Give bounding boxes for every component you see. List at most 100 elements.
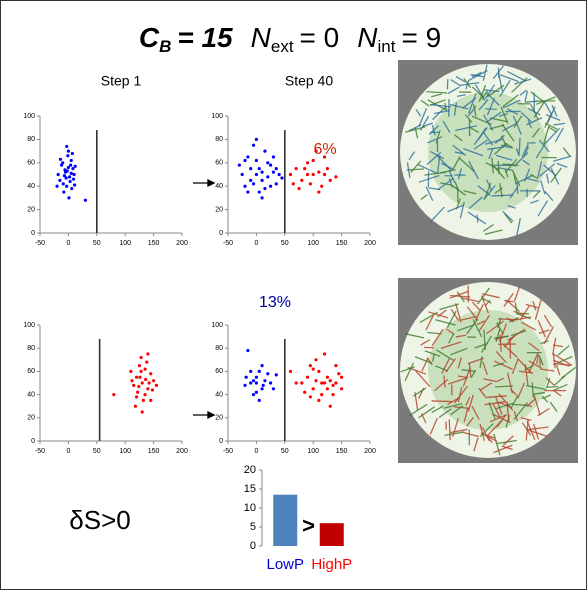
point <box>147 381 150 384</box>
point <box>255 173 258 176</box>
y-tick-label: 20 <box>215 415 223 422</box>
ext-symbol: N <box>251 22 272 53</box>
y-tick-label: 20 <box>27 415 35 422</box>
point <box>312 159 315 162</box>
point <box>275 182 278 185</box>
point <box>263 150 266 153</box>
y-tick-label: 20 <box>244 464 256 476</box>
y-tick-label: 10 <box>244 502 256 514</box>
point <box>272 171 275 174</box>
point <box>260 196 263 199</box>
point <box>303 391 306 394</box>
y-tick-label: 80 <box>215 345 223 352</box>
category-label: LowP <box>266 556 304 573</box>
y-tick-label: 0 <box>219 230 223 237</box>
point <box>320 381 323 384</box>
point <box>155 384 158 387</box>
cb-symbol: C <box>139 22 160 53</box>
chart-title: Step 40 <box>285 73 333 89</box>
point <box>146 352 149 355</box>
bar <box>273 495 297 546</box>
point <box>249 179 252 182</box>
point <box>255 376 258 379</box>
rod <box>432 401 452 402</box>
int-sub: int <box>377 37 395 56</box>
x-tick-label: 200 <box>364 240 376 247</box>
point <box>143 393 146 396</box>
point <box>149 372 152 375</box>
point <box>67 150 70 153</box>
point <box>258 190 261 193</box>
point <box>269 185 272 188</box>
point <box>252 379 255 382</box>
point <box>334 381 337 384</box>
point <box>306 161 309 164</box>
point <box>340 387 343 390</box>
point <box>67 196 70 199</box>
x-tick-label: 150 <box>148 240 160 247</box>
point <box>72 173 75 176</box>
note: δS>0 <box>69 505 130 535</box>
point <box>136 391 139 394</box>
point <box>246 155 249 158</box>
point <box>312 173 315 176</box>
point <box>312 367 315 370</box>
point <box>130 379 133 382</box>
point <box>72 178 75 181</box>
point <box>252 393 255 396</box>
y-tick-label: 0 <box>31 230 35 237</box>
point <box>303 167 306 170</box>
point <box>152 379 155 382</box>
point <box>243 185 246 188</box>
point <box>71 152 74 155</box>
point <box>263 187 266 190</box>
y-tick-label: 60 <box>27 160 35 167</box>
figure: CB= 15Next= 0Nint= 9 δS>0 020406080100-5… <box>0 0 587 590</box>
point <box>142 399 145 402</box>
x-tick-label: 50 <box>93 240 101 247</box>
point <box>69 180 72 183</box>
point <box>275 167 278 170</box>
x-tick-label: -50 <box>35 240 45 247</box>
point <box>297 187 300 190</box>
point <box>317 399 320 402</box>
x-tick-label: 100 <box>119 448 131 455</box>
point <box>266 372 269 375</box>
x-tick-label: 100 <box>119 240 131 247</box>
point <box>295 381 298 384</box>
point <box>262 384 265 387</box>
y-tick-label: 40 <box>215 391 223 398</box>
int-value: = 9 <box>401 22 441 53</box>
point <box>266 161 269 164</box>
point <box>249 167 252 170</box>
point <box>266 175 269 178</box>
point <box>258 370 261 373</box>
point <box>65 145 68 148</box>
point <box>329 179 332 182</box>
point <box>306 376 309 379</box>
y-tick-label: 100 <box>23 322 35 329</box>
y-tick-label: 60 <box>27 368 35 375</box>
point <box>329 379 332 382</box>
point <box>146 387 149 390</box>
x-tick-label: -50 <box>223 448 233 455</box>
point <box>323 381 326 384</box>
point <box>246 190 249 193</box>
point <box>326 167 329 170</box>
point <box>317 190 320 193</box>
point <box>135 376 138 379</box>
point <box>309 395 312 398</box>
x-tick-label: 50 <box>93 448 101 455</box>
point <box>258 399 261 402</box>
point <box>241 173 244 176</box>
cb-sub: B <box>159 37 171 56</box>
point <box>323 352 326 355</box>
point <box>243 384 246 387</box>
point <box>272 387 275 390</box>
point <box>245 376 248 379</box>
point <box>306 173 309 176</box>
point <box>258 167 261 170</box>
point <box>331 384 334 387</box>
point <box>141 410 144 413</box>
point <box>143 367 146 370</box>
